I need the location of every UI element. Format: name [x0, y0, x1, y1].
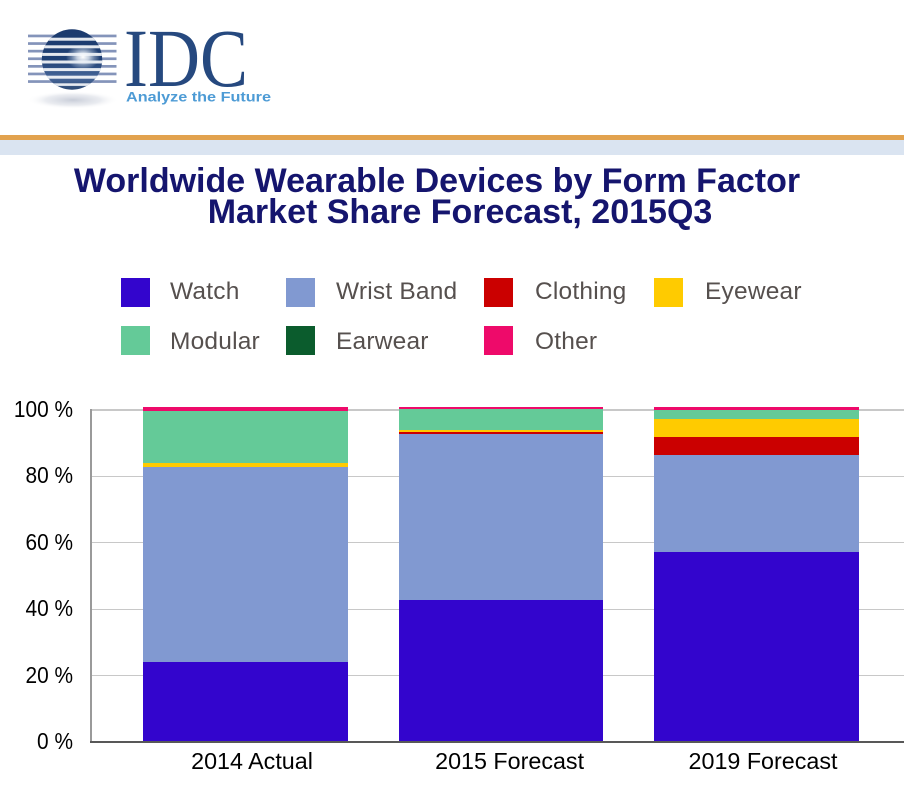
svg-text:Analyze the Future: Analyze the Future [126, 89, 271, 105]
svg-text:IDC: IDC [124, 12, 248, 104]
